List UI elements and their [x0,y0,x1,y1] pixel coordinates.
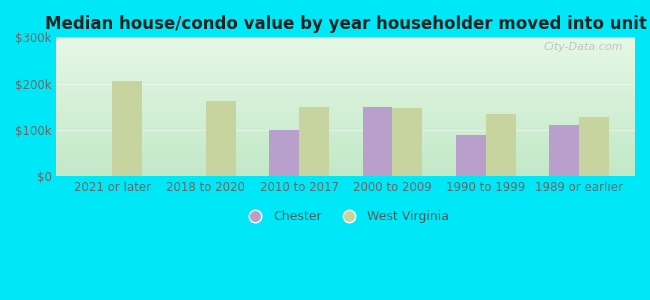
Bar [206,101,236,176]
Bar [112,81,142,176]
Title: Median house/condo value by year householder moved into unit: Median house/condo value by year househo… [45,15,647,33]
Bar [456,135,486,176]
Bar [363,107,393,176]
Bar [269,130,299,176]
Bar [579,117,609,176]
Text: City-Data.com: City-Data.com [544,41,623,52]
Legend: Chester, West Virginia: Chester, West Virginia [238,205,454,228]
Bar [486,114,515,176]
Bar [549,125,579,176]
Bar [393,108,422,176]
Bar [299,107,329,176]
